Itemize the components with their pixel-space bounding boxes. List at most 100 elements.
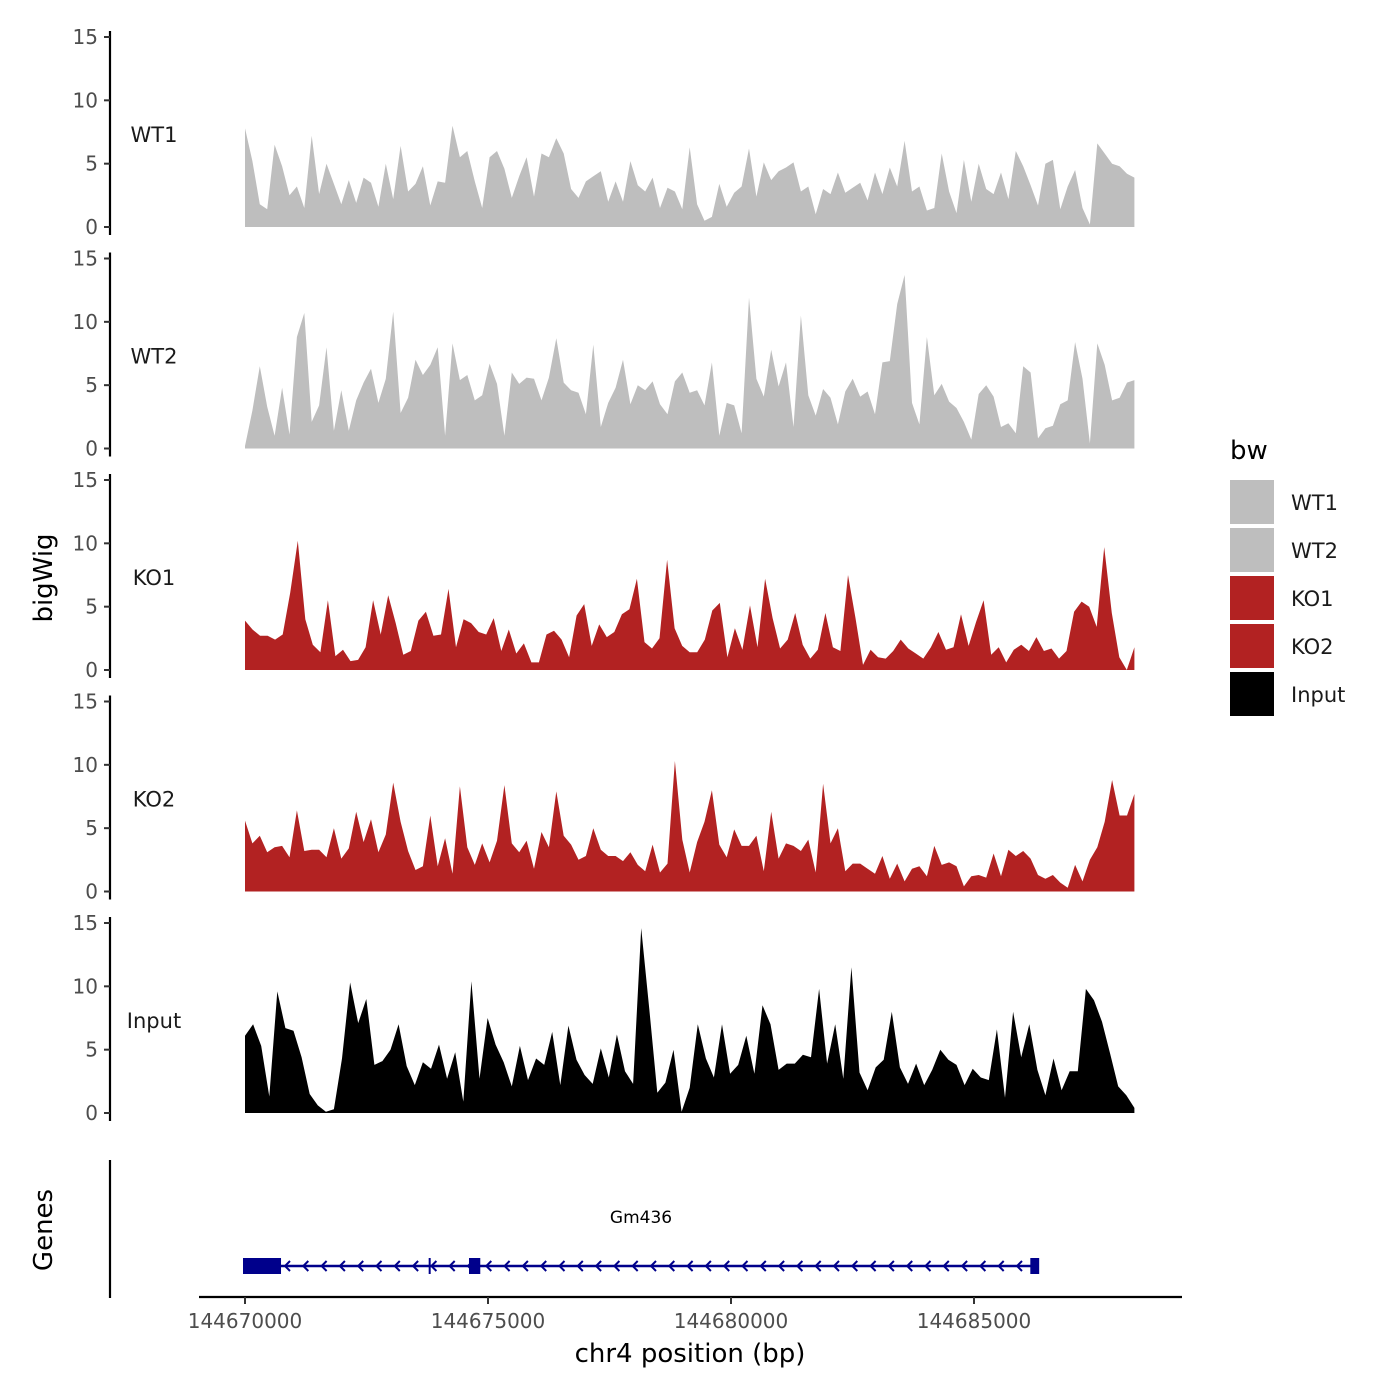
strand-arrow xyxy=(814,1260,822,1272)
strand-arrow xyxy=(594,1260,602,1272)
strand-arrow xyxy=(356,1260,364,1272)
legend-swatch xyxy=(1230,480,1274,524)
strand-arrow xyxy=(832,1260,840,1272)
gene-exon xyxy=(243,1258,282,1274)
strand-arrow xyxy=(503,1260,511,1272)
legend-label: KO2 xyxy=(1291,635,1334,659)
strand-arrow xyxy=(649,1260,657,1272)
strand-arrow xyxy=(997,1260,1005,1272)
strand-arrow xyxy=(942,1260,950,1272)
track-input: 0 5 10 15 Input xyxy=(73,911,1135,1125)
strand-arrow xyxy=(411,1260,419,1272)
coverage-area-ko2 xyxy=(245,761,1135,892)
y-tick-label: 5 xyxy=(85,1038,98,1062)
y-tick-label: 15 xyxy=(73,690,98,714)
legend-swatch xyxy=(1230,672,1274,716)
y-tick-label: 5 xyxy=(85,152,98,176)
gene-exon xyxy=(468,1258,481,1274)
x-axis: 144670000 144675000 144680000 144685000 xyxy=(188,1295,1182,1333)
gene-name: Gm436 xyxy=(610,1208,672,1228)
y-tick-label: 10 xyxy=(73,88,98,112)
coverage-area-ko1 xyxy=(245,540,1135,670)
strand-arrow xyxy=(521,1260,529,1272)
strand-arrow xyxy=(667,1260,676,1272)
strand-arrow xyxy=(924,1260,932,1272)
x-tick-label: 144680000 xyxy=(674,1309,789,1333)
x-tick-label: 144675000 xyxy=(431,1309,546,1333)
y-tick-label: 15 xyxy=(73,911,98,935)
strand-arrow xyxy=(393,1260,401,1272)
strand-arrow xyxy=(978,1260,987,1272)
track-label-ko2: KO2 xyxy=(133,788,176,812)
strand-arrow xyxy=(301,1260,310,1272)
strand-arrow xyxy=(686,1260,694,1272)
y-tick-label: 10 xyxy=(73,531,98,555)
y-tick-label: 15 xyxy=(73,468,98,492)
legend-swatch xyxy=(1230,528,1274,572)
y-tick-label: 5 xyxy=(85,816,98,840)
strand-arrow xyxy=(338,1260,346,1272)
strand-arrow xyxy=(576,1260,584,1272)
y-tick-label: 15 xyxy=(73,247,98,271)
strand-arrow xyxy=(741,1260,749,1272)
strand-arrow xyxy=(612,1260,621,1272)
legend-label: WT2 xyxy=(1291,539,1338,563)
track-wt2: 0 5 10 15 WT2 xyxy=(73,247,1135,461)
strand-arrow xyxy=(375,1260,383,1272)
y-tick-label: 0 xyxy=(85,437,98,461)
legend-label: KO1 xyxy=(1291,587,1334,611)
strand-arrow xyxy=(887,1260,895,1272)
strand-arrow xyxy=(777,1260,785,1272)
y-tick-label: 5 xyxy=(85,595,98,619)
y-tick-label: 0 xyxy=(85,1101,98,1125)
strand-arrow xyxy=(869,1260,877,1272)
track-label-ko1: KO1 xyxy=(133,566,176,590)
y-tick-label: 15 xyxy=(73,25,98,49)
legend: bw WT1 WT2 KO1 KO2 Input xyxy=(1230,436,1345,716)
legend-entry-input: Input xyxy=(1230,672,1345,716)
strand-arrow xyxy=(558,1260,566,1272)
gene-panel: Gm436 xyxy=(108,1160,1040,1298)
track-label-input: Input xyxy=(127,1009,181,1033)
strand-arrow xyxy=(704,1260,712,1272)
track-ko1: 0 5 10 15 KO1 xyxy=(73,468,1135,682)
strand-arrow xyxy=(722,1260,730,1272)
strand-arrow xyxy=(539,1260,547,1272)
legend-entry-ko1: KO1 xyxy=(1230,576,1334,620)
y-tick-label: 5 xyxy=(85,373,98,397)
y-axis-title: bigWig xyxy=(29,533,59,622)
legend-entry-ko2: KO2 xyxy=(1230,624,1334,668)
track-ko2: 0 5 10 15 KO2 xyxy=(73,690,1135,904)
strand-arrow xyxy=(631,1260,639,1272)
track-label-wt1: WT1 xyxy=(131,123,178,147)
y-tick-label: 0 xyxy=(85,880,98,904)
gene-exon xyxy=(1030,1258,1040,1274)
y-tick-label: 0 xyxy=(85,215,98,239)
track-label-wt2: WT2 xyxy=(131,345,178,369)
strand-arrow xyxy=(905,1260,913,1272)
legend-entry-wt1: WT1 xyxy=(1230,480,1338,524)
y-tick-label: 10 xyxy=(73,974,98,998)
y-tick-label: 0 xyxy=(85,658,98,682)
track-wt1: 0 5 10 15 WT1 xyxy=(73,25,1135,239)
x-axis-title: chr4 position (bp) xyxy=(575,1339,806,1369)
strand-arrow xyxy=(795,1260,804,1272)
strand-arrow xyxy=(429,1260,438,1272)
legend-title: bw xyxy=(1230,436,1268,466)
legend-label: Input xyxy=(1291,683,1345,707)
coverage-area-input xyxy=(245,928,1135,1113)
strand-arrow xyxy=(759,1260,767,1272)
coverage-tracks: 0 5 10 15 WT1 0 5 10 15 WT2 0 5 10 15 KO1 0 5 10 15 KO2 0 5 10… xyxy=(73,25,1135,1125)
genes-axis-title: Genes xyxy=(29,1189,59,1271)
x-tick-label: 144670000 xyxy=(188,1309,303,1333)
strand-arrow xyxy=(283,1260,291,1272)
legend-entry-wt2: WT2 xyxy=(1230,528,1338,572)
y-tick-label: 10 xyxy=(73,753,98,777)
strand-arrow xyxy=(448,1260,456,1272)
strand-arrow xyxy=(850,1260,859,1272)
strand-arrow xyxy=(320,1260,328,1272)
strand-arrow xyxy=(484,1260,493,1272)
coverage-area-wt2 xyxy=(245,275,1135,449)
coverage-area-wt1 xyxy=(245,125,1135,227)
